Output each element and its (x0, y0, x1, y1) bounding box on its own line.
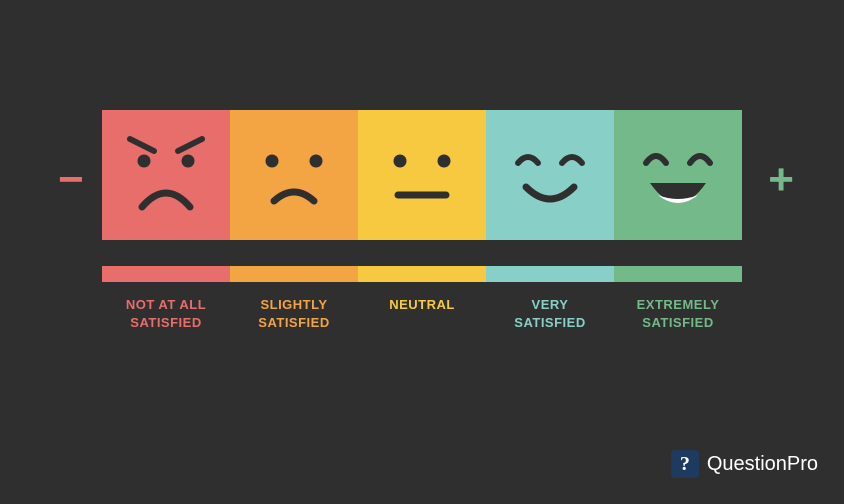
scale-label-neutral: NEUTRAL (358, 296, 486, 331)
neutral-face-icon (358, 110, 486, 240)
bar-segment-very (486, 266, 614, 282)
gradient-bar-row (102, 266, 742, 282)
scale-label-very: VERY SATISFIED (486, 296, 614, 331)
face-tile-not-at-all (102, 110, 230, 240)
happy-face-icon (486, 110, 614, 240)
satisfaction-scale: NOT AT ALL SATISFIEDSLIGHTLY SATISFIEDNE… (102, 110, 742, 331)
labels-row: NOT AT ALL SATISFIEDSLIGHTLY SATISFIEDNE… (102, 296, 742, 331)
plus-icon: + (768, 158, 794, 202)
scale-label-slightly: SLIGHTLY SATISFIED (230, 296, 358, 331)
sad-face-icon (230, 110, 358, 240)
face-tile-slightly (230, 110, 358, 240)
face-tile-neutral (358, 110, 486, 240)
bar-segment-neutral (358, 266, 486, 282)
logo-mark-icon: ? (671, 450, 699, 478)
laugh-face-icon (614, 110, 742, 240)
angry-face-icon (102, 110, 230, 240)
logo-text: QuestionPro (707, 453, 818, 476)
scale-label-not-at-all: NOT AT ALL SATISFIED (102, 296, 230, 331)
bar-segment-extremely (614, 266, 742, 282)
bar-segment-slightly (230, 266, 358, 282)
bar-segment-not-at-all (102, 266, 230, 282)
scale-label-extremely: EXTREMELY SATISFIED (614, 296, 742, 331)
brand-logo: ? QuestionPro (671, 450, 818, 478)
face-tile-extremely (614, 110, 742, 240)
face-tile-very (486, 110, 614, 240)
minus-icon: − (58, 158, 84, 202)
gradient-bar (102, 266, 742, 282)
faces-row (102, 110, 742, 240)
